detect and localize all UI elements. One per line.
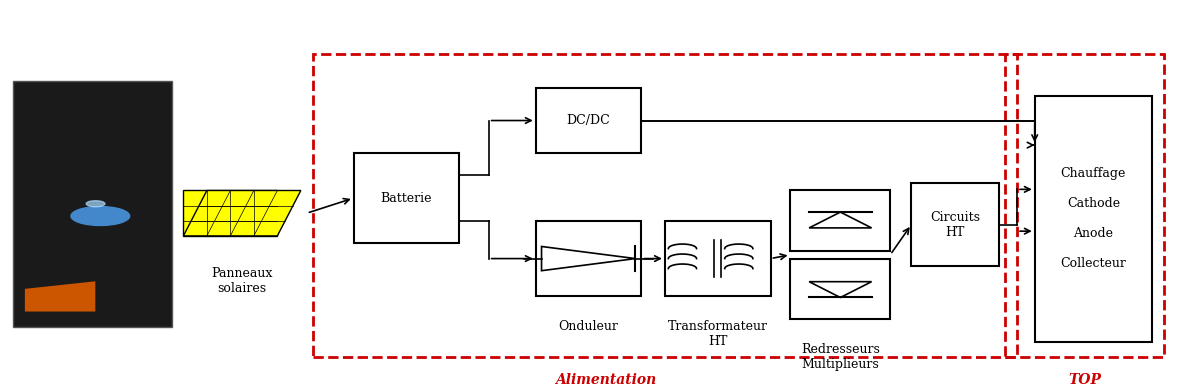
Bar <box>911 183 999 266</box>
Bar <box>1005 54 1164 357</box>
Bar <box>536 88 641 152</box>
Polygon shape <box>184 191 301 236</box>
Bar <box>791 259 890 319</box>
Bar <box>665 221 771 296</box>
Text: Panneaux
solaires: Panneaux solaires <box>212 267 273 295</box>
Bar <box>313 54 1017 357</box>
Text: Onduleur: Onduleur <box>559 320 618 333</box>
Polygon shape <box>25 281 95 312</box>
Text: Transformateur
HT: Transformateur HT <box>667 320 767 348</box>
Text: Batterie: Batterie <box>380 192 432 204</box>
Circle shape <box>86 201 105 207</box>
Text: DC/DC: DC/DC <box>566 114 611 127</box>
Text: Circuits
HT: Circuits HT <box>931 211 980 239</box>
Text: Chauffage

Cathode

Anode

Collecteur: Chauffage Cathode Anode Collecteur <box>1060 167 1126 270</box>
Bar <box>791 191 890 251</box>
Bar <box>184 191 278 236</box>
Text: TOP: TOP <box>1069 372 1100 386</box>
Text: Redresseurs
Multiplieurs: Redresseurs Multiplieurs <box>800 343 880 371</box>
Bar <box>536 221 641 296</box>
Bar <box>353 152 459 243</box>
Bar <box>1035 96 1152 342</box>
Text: Alimentation: Alimentation <box>556 372 657 386</box>
Bar <box>13 81 172 327</box>
Circle shape <box>71 206 129 225</box>
